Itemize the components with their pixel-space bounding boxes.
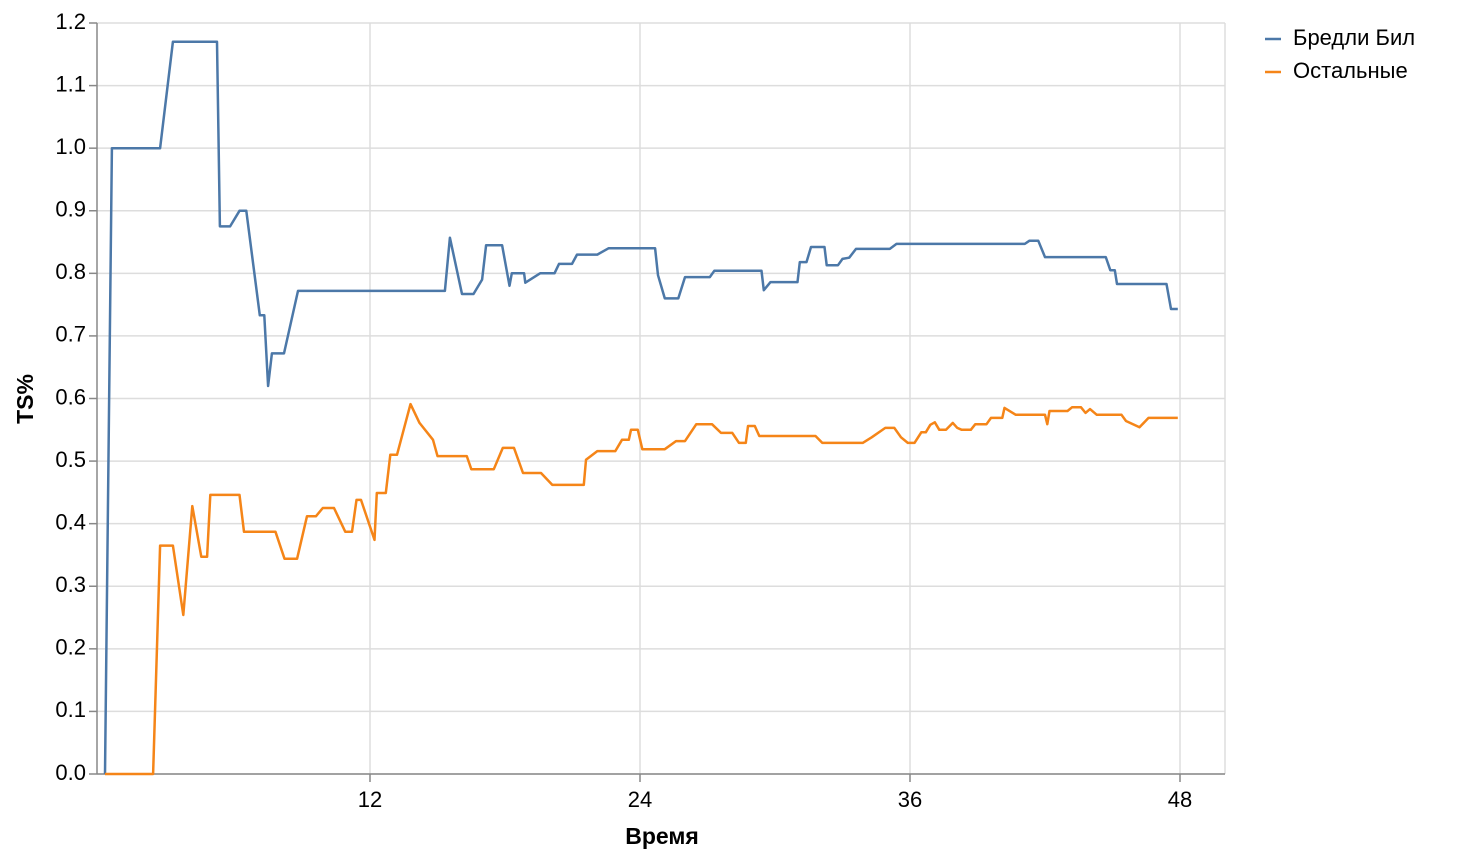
y-tick-label: 0.2 bbox=[55, 635, 86, 660]
y-tick-label: 0.5 bbox=[55, 447, 86, 472]
y-axis-title: TS% bbox=[12, 374, 38, 424]
legend-label: Бредли Бил bbox=[1293, 25, 1415, 50]
y-tick-label: 0.0 bbox=[55, 760, 86, 785]
series-line bbox=[105, 402, 1178, 776]
y-tick-label: 0.7 bbox=[55, 322, 86, 347]
y-tick-label: 0.8 bbox=[55, 259, 86, 284]
x-tick-label: 24 bbox=[628, 787, 652, 812]
x-tick-label: 12 bbox=[358, 787, 382, 812]
y-tick-label: 0.1 bbox=[55, 697, 86, 722]
y-tick-label: 0.3 bbox=[55, 572, 86, 597]
legend-label: Остальные bbox=[1293, 58, 1408, 83]
y-tick-label: 1.0 bbox=[55, 134, 86, 159]
y-tick-label: 1.2 bbox=[55, 9, 86, 34]
x-tick-label: 36 bbox=[898, 787, 922, 812]
y-tick-label: 1.1 bbox=[55, 71, 86, 96]
x-tick-label: 48 bbox=[1168, 787, 1192, 812]
y-tick-label: 0.6 bbox=[55, 384, 86, 409]
y-tick-label: 0.4 bbox=[55, 509, 86, 534]
x-axis-title: Время bbox=[625, 823, 699, 849]
y-tick-label: 0.9 bbox=[55, 197, 86, 222]
series-line bbox=[103, 40, 1178, 775]
